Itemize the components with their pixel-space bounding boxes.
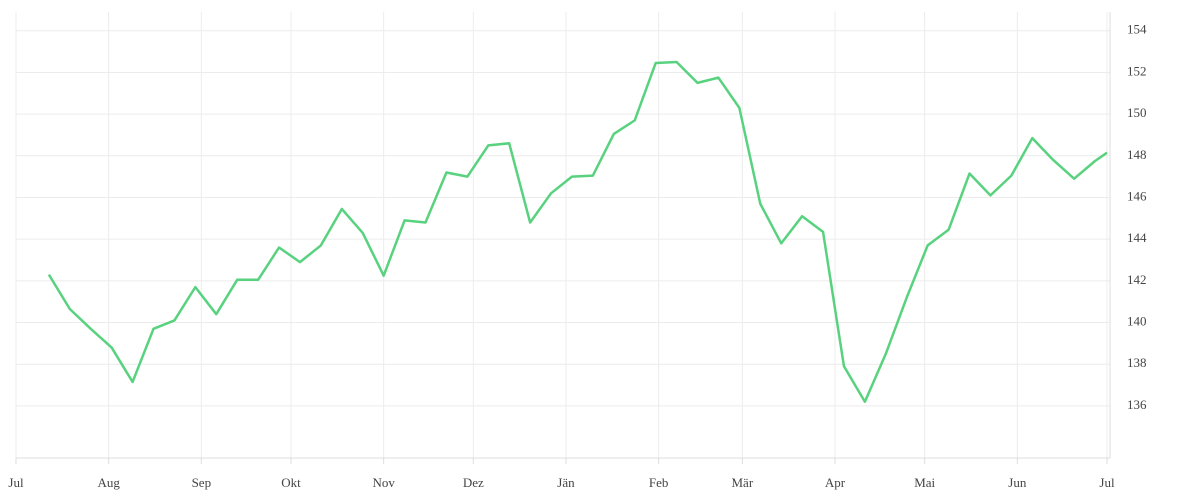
- x-tick-label: Aug: [97, 475, 120, 490]
- y-tick-label: 154: [1127, 22, 1147, 37]
- y-tick-label: 148: [1127, 147, 1147, 162]
- x-tick-label: Jul: [8, 475, 24, 490]
- x-tick-label: Okt: [281, 475, 301, 490]
- x-tick-label: Sep: [192, 475, 212, 490]
- y-tick-label: 138: [1127, 355, 1147, 370]
- x-tick-label: Dez: [463, 475, 484, 490]
- y-tick-label: 142: [1127, 272, 1147, 287]
- x-tick-label: Jän: [557, 475, 575, 490]
- x-tick-label: Feb: [649, 475, 669, 490]
- x-tick-label: Apr: [825, 475, 846, 490]
- y-tick-label: 146: [1127, 188, 1147, 203]
- x-tick-label: Mai: [914, 475, 935, 490]
- x-tick-label: Mär: [732, 475, 754, 490]
- y-tick-label: 150: [1127, 105, 1147, 120]
- y-tick-label: 140: [1127, 314, 1147, 329]
- line-series: [47, 60, 1108, 403]
- y-tick-label: 152: [1127, 63, 1147, 78]
- y-tick-label: 144: [1127, 230, 1147, 245]
- x-tick-label: Nov: [372, 475, 395, 490]
- x-tick-label: Jul: [1099, 475, 1115, 490]
- y-tick-label: 136: [1127, 397, 1147, 412]
- x-tick-label: Jun: [1008, 475, 1027, 490]
